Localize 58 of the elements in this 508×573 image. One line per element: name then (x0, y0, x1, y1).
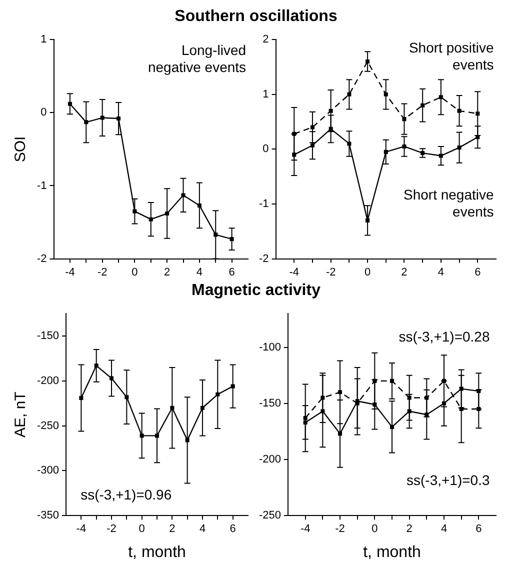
annotation: ss(-3,+1)=0.96 (80, 486, 172, 502)
x-tick-label: 2 (164, 266, 170, 278)
x-tick-label: -4 (65, 266, 75, 278)
x-tick-label: 4 (196, 266, 203, 278)
y-tick-label: -250 (36, 420, 60, 432)
x-tick-label: 4 (438, 266, 444, 278)
point (402, 144, 406, 148)
x-tick-label: 0 (364, 266, 371, 278)
point (110, 376, 114, 380)
y-tick-label: -2 (259, 252, 269, 265)
y-tick-label: -100 (258, 341, 282, 354)
y-tick-label: -350 (36, 510, 60, 522)
x-tick-label: 6 (474, 266, 481, 278)
annotation: ss(-3,+1)=0.3 (406, 472, 490, 488)
x-tick-label: -2 (335, 523, 345, 536)
y-tick-label: 1 (262, 88, 269, 100)
x-tick-label: 2 (406, 523, 412, 536)
y-tick-label: -1 (37, 180, 47, 192)
x-tick-label: 6 (228, 266, 235, 278)
x-tick-label: 6 (476, 523, 482, 536)
y-tick-label: 0 (262, 143, 269, 156)
x-axis-title: t, month (128, 544, 186, 561)
x-tick-label: -4 (76, 523, 86, 536)
x-axis-title: t, month (363, 544, 421, 561)
x-tick-label: 2 (169, 523, 176, 536)
point (181, 193, 186, 198)
y-axis-title: SOI (12, 136, 30, 162)
x-tick-label: 0 (132, 266, 138, 278)
y-tick-label: -200 (258, 454, 282, 466)
x-tick-label: 4 (199, 523, 206, 536)
series-label: Short negative events (404, 186, 494, 220)
y-tick-label: -250 (258, 510, 282, 522)
y-tick-label: -150 (258, 397, 282, 410)
y-axis-title: AE, nT (12, 392, 30, 438)
y-tick-label: -2 (37, 252, 47, 265)
x-tick-label: 6 (230, 523, 236, 536)
y-tick-label: 2 (262, 34, 269, 46)
y-tick-label: 0 (40, 106, 47, 119)
chart-title: Southern oscillations (174, 8, 338, 27)
x-tick-label: -2 (97, 266, 108, 278)
x-tick-label: 2 (401, 266, 408, 278)
x-tick-label: -4 (300, 523, 310, 536)
x-tick-label: -2 (326, 266, 336, 278)
x-tick-label: 0 (372, 523, 378, 536)
text: Short positive events (408, 40, 494, 73)
y-tick-label: -1 (259, 198, 269, 210)
point (402, 117, 406, 122)
chart-title: Magnetic activity (190, 282, 322, 301)
text: Long-lived negative events (148, 42, 246, 75)
x-tick-label: -4 (289, 266, 300, 278)
x-tick-label: -2 (106, 523, 116, 536)
y-tick-label: -300 (36, 464, 60, 477)
y-tick-label: -150 (36, 330, 60, 342)
y-tick-label: 1 (40, 34, 47, 46)
x-tick-label: 0 (138, 523, 145, 536)
x-tick-label: 4 (440, 523, 448, 536)
annotation: ss(-3,+1)=0.28 (398, 328, 490, 345)
y-tick-label: -200 (36, 374, 60, 387)
